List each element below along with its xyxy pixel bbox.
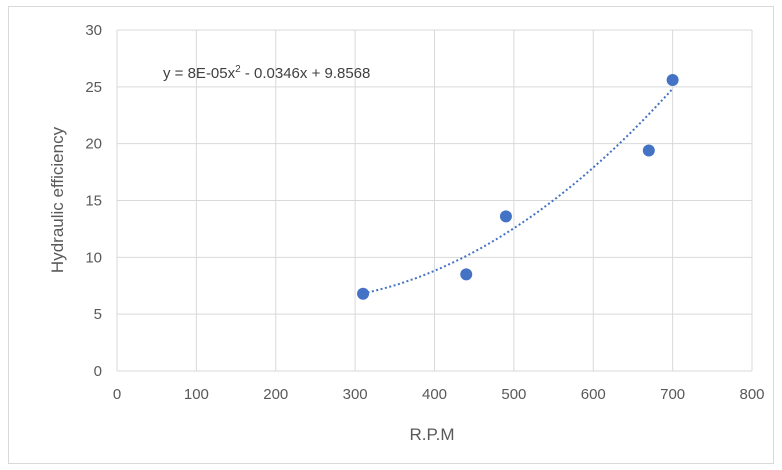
x-tick-label: 800 <box>739 386 764 403</box>
y-axis-ticks: 0 5 10 15 20 25 30 <box>85 22 102 380</box>
gridlines <box>116 29 753 372</box>
equation-exponent: 2 <box>235 64 241 75</box>
x-tick-label: 500 <box>501 386 526 403</box>
y-tick-label: 15 <box>85 193 102 210</box>
x-tick-label: 0 <box>113 386 121 403</box>
x-tick-label: 600 <box>581 386 606 403</box>
y-tick-label: 25 <box>85 79 102 96</box>
y-tick-label: 10 <box>85 249 102 266</box>
x-axis-title: R.P.M <box>409 425 454 444</box>
y-tick-label: 0 <box>94 363 102 380</box>
trendline <box>362 88 674 295</box>
chart-frame <box>8 6 774 464</box>
x-tick-label: 300 <box>343 386 368 403</box>
x-tick-label: 400 <box>422 386 447 403</box>
y-tick-label: 20 <box>85 136 102 153</box>
data-point <box>499 210 512 223</box>
x-tick-label: 700 <box>660 386 685 403</box>
y-tick-label: 5 <box>94 306 102 323</box>
equation-suffix: - 0.0346x + 9.8568 <box>241 65 371 82</box>
data-point <box>460 268 473 281</box>
data-point <box>357 287 370 300</box>
trendline-equation: y = 8E-05x2 - 0.0346x + 9.8568 <box>163 64 370 82</box>
x-tick-label: 100 <box>184 386 209 403</box>
equation-prefix: y = 8E-05x <box>163 65 236 82</box>
x-tick-label: 200 <box>263 386 288 403</box>
y-axis-title: Hydraulic efficiency <box>48 126 67 273</box>
data-points <box>357 74 679 300</box>
trendline-group <box>362 88 674 295</box>
x-axis-ticks: 0 100 200 300 400 500 600 700 800 <box>113 386 765 403</box>
y-tick-label: 30 <box>85 22 102 39</box>
data-point <box>666 74 679 87</box>
data-point <box>642 144 655 157</box>
